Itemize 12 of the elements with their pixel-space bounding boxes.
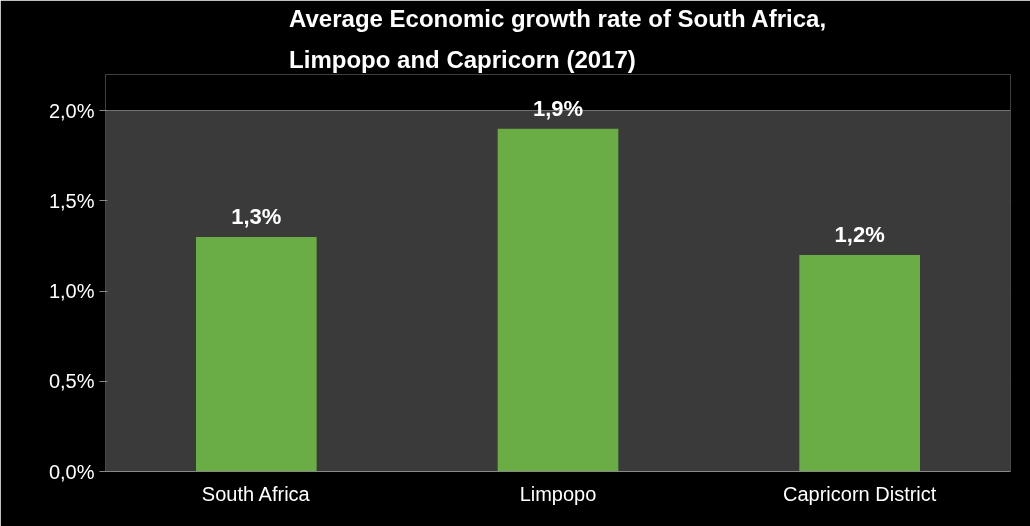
y-tick-label: 0,5%	[48, 370, 95, 393]
x-tick-label: Capricorn District	[782, 482, 937, 505]
x-tick-label: South Africa	[201, 482, 311, 505]
y-tick-label: 0,0%	[48, 460, 95, 483]
data-label: 1,2%	[834, 221, 885, 247]
y-tick-label: 1,0%	[48, 280, 95, 303]
chart-title: Average Economic growth rate of South Africa, Limpopo and Capricorn (2017)	[289, 5, 827, 73]
y-tick-label: 1,5%	[48, 189, 95, 212]
data-label: 1,3%	[231, 203, 282, 229]
data-label: 1,9%	[532, 95, 584, 121]
x-tick-label: Limpopo	[519, 482, 597, 505]
y-tick-label: 2,0%	[48, 99, 95, 122]
